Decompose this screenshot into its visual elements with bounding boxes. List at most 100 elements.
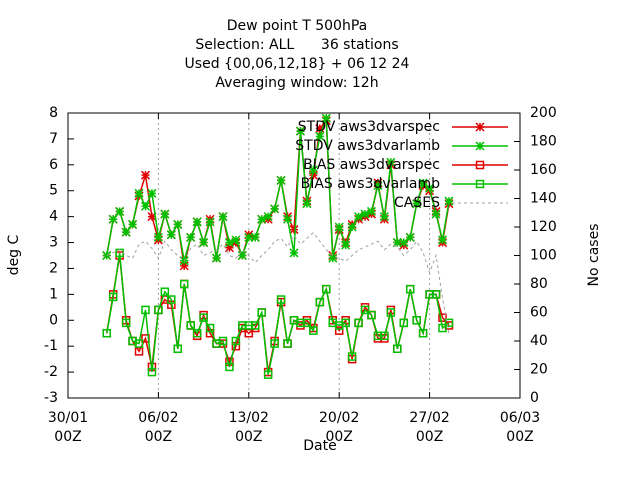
marker xyxy=(121,318,131,328)
marker xyxy=(437,235,448,245)
marker xyxy=(192,217,202,227)
marker xyxy=(192,328,202,338)
y-tick-label: 5 xyxy=(49,183,58,199)
y2-tick-label: 100 xyxy=(530,248,557,264)
marker xyxy=(289,225,299,235)
marker xyxy=(251,321,260,330)
y2-tick-label: 60 xyxy=(530,305,548,321)
marker xyxy=(425,183,435,193)
marker xyxy=(392,238,402,248)
marker xyxy=(166,230,176,240)
marker xyxy=(134,188,144,198)
marker xyxy=(321,113,331,123)
marker xyxy=(205,323,215,333)
y-tick-label: -3 xyxy=(44,390,58,406)
y-tick-label: -1 xyxy=(44,338,58,354)
y2-tick-label: 120 xyxy=(530,219,557,235)
marker xyxy=(315,297,325,307)
y2-tick-label: 0 xyxy=(530,390,539,406)
marker xyxy=(412,316,421,325)
marker xyxy=(147,212,157,222)
marker xyxy=(237,250,247,261)
marker xyxy=(173,344,183,354)
marker xyxy=(102,328,111,338)
series-line xyxy=(106,231,450,334)
marker xyxy=(399,318,409,328)
y-tick-label: 7 xyxy=(49,131,58,147)
marker xyxy=(276,295,286,304)
marker xyxy=(341,240,351,250)
y-tick-label: 2 xyxy=(49,260,58,276)
marker xyxy=(153,232,163,242)
chart-title: Used {00,06,12,18} + 06 12 24 xyxy=(185,56,410,72)
y2-tick-label: 20 xyxy=(530,362,548,378)
marker xyxy=(438,323,447,333)
legend-label: BIAS aws3dvarlamb xyxy=(301,176,440,192)
marker xyxy=(405,232,415,242)
marker xyxy=(167,295,176,304)
marker xyxy=(283,339,292,348)
marker xyxy=(315,124,325,134)
marker xyxy=(173,219,183,229)
y2-tick-label: 180 xyxy=(530,134,557,150)
marker xyxy=(134,339,144,348)
x-tick-label: 27/02 00Z xyxy=(409,410,449,445)
marker xyxy=(412,199,422,209)
marker xyxy=(438,313,447,322)
marker xyxy=(308,170,318,180)
x-tick-label: 06/03 00Z xyxy=(500,410,540,445)
marker xyxy=(224,238,234,248)
y2-axis-label: No cases xyxy=(586,224,602,287)
marker xyxy=(205,217,215,227)
marker xyxy=(354,212,364,222)
marker xyxy=(147,367,157,377)
marker xyxy=(295,126,305,136)
marker xyxy=(128,219,138,229)
marker xyxy=(186,321,195,330)
marker xyxy=(399,238,409,248)
marker xyxy=(289,248,299,258)
plot-frame xyxy=(67,112,521,399)
legend-label: STDV aws3dvarspec xyxy=(298,119,440,135)
marker xyxy=(334,222,344,232)
marker xyxy=(244,232,254,242)
chart-title: Averaging window: 12h xyxy=(215,75,378,91)
marker xyxy=(366,206,377,216)
y-axis-label: deg C xyxy=(6,234,22,275)
legend-label: CASES xyxy=(394,195,440,211)
y2-tick-label: 200 xyxy=(530,105,557,121)
marker xyxy=(393,344,402,354)
legend-label: STDV aws3dvarlamb xyxy=(295,138,440,154)
marker xyxy=(186,232,196,242)
marker xyxy=(418,178,428,188)
marker xyxy=(386,308,396,317)
marker xyxy=(315,131,325,141)
marker xyxy=(380,331,389,341)
marker xyxy=(115,206,125,216)
x-tick-label: 30/01 00Z xyxy=(48,410,88,445)
marker xyxy=(257,308,266,317)
marker xyxy=(270,204,280,214)
legend-label: BIAS aws3dvarspec xyxy=(303,157,440,173)
marker xyxy=(475,179,485,189)
marker xyxy=(475,122,485,132)
marker xyxy=(224,243,234,253)
marker xyxy=(270,339,279,348)
x-tick-label: 06/02 00Z xyxy=(138,410,178,445)
marker xyxy=(263,212,273,222)
marker xyxy=(225,362,234,372)
chart-title: Selection: ALL 36 stations xyxy=(195,37,398,53)
marker xyxy=(179,279,189,289)
marker xyxy=(386,157,396,167)
marker xyxy=(276,175,286,185)
marker xyxy=(218,212,228,222)
y-tick-label: 8 xyxy=(49,105,58,121)
marker xyxy=(134,347,144,356)
marker xyxy=(108,292,118,302)
marker xyxy=(199,238,209,248)
x-tick-label: 20/02 00Z xyxy=(319,410,359,445)
marker xyxy=(231,336,241,346)
marker xyxy=(302,318,312,328)
y2-tick-label: 40 xyxy=(530,333,548,349)
y-tick-label: -2 xyxy=(44,364,58,380)
